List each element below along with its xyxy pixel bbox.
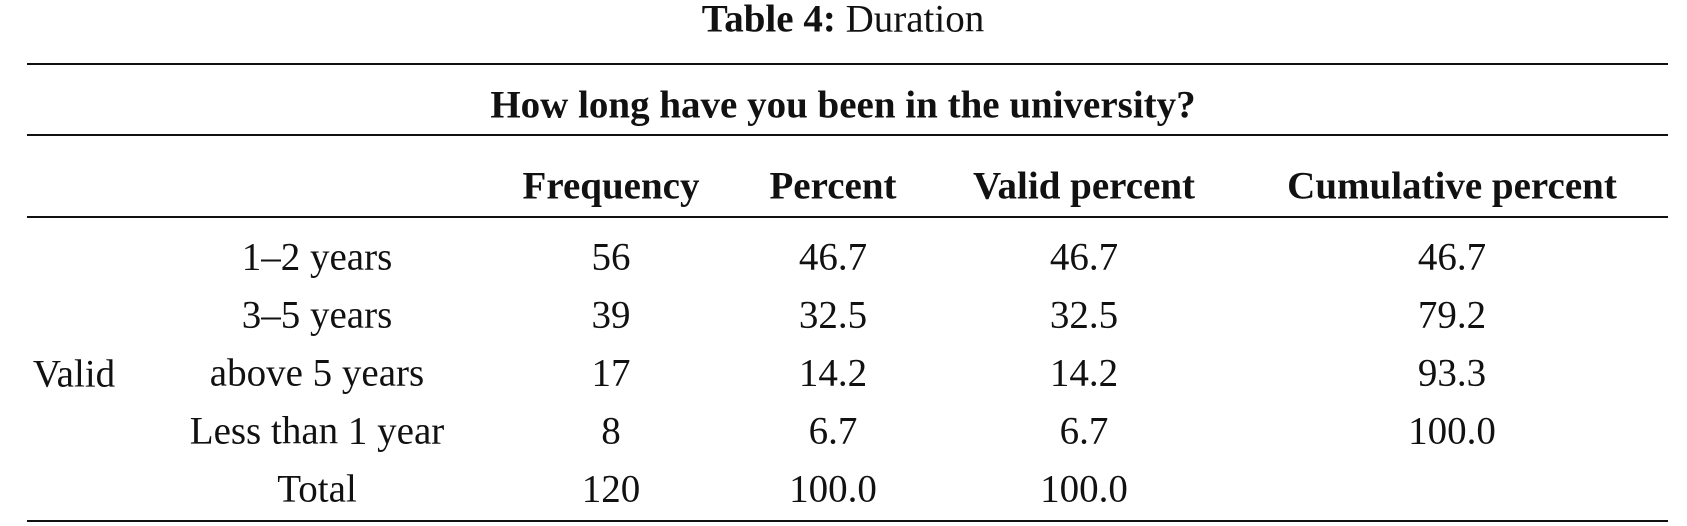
cell: 79.2 <box>1417 293 1487 337</box>
cell: 32.5 <box>798 293 868 337</box>
cell: 14.2 <box>798 351 868 395</box>
row-label: above 5 years <box>209 351 425 395</box>
caption: Table 4: Duration <box>702 0 984 39</box>
cell: 6.7 <box>1059 409 1109 453</box>
question: How long have you been in the university… <box>490 83 1196 127</box>
cell: 8 <box>601 409 621 453</box>
cell: 46.7 <box>1049 235 1119 279</box>
cell: 100.0 <box>1040 467 1128 511</box>
cell: 6.7 <box>808 409 858 453</box>
group-label: Valid <box>32 352 116 396</box>
cell: 120 <box>581 467 641 511</box>
cell: 46.7 <box>1417 235 1487 279</box>
column-header: Percent <box>769 164 897 208</box>
top-rule <box>27 63 1668 65</box>
caption-label: Table 4: <box>701 0 836 41</box>
cell: 56 <box>591 235 631 279</box>
header-rule <box>27 216 1668 218</box>
caption-text: Duration <box>845 0 985 41</box>
cell: 46.7 <box>798 235 868 279</box>
cell: 100.0 <box>1408 409 1496 453</box>
cell: 14.2 <box>1049 351 1119 395</box>
row-label: 3–5 years <box>241 293 393 337</box>
cell: 39 <box>591 293 631 337</box>
bottom-rule <box>27 520 1668 522</box>
column-header: Frequency <box>522 164 700 208</box>
column-header: Valid percent <box>972 164 1196 208</box>
column-header: Cumulative percent <box>1287 164 1617 208</box>
mid-rule <box>27 134 1668 136</box>
row-label: Less than 1 year <box>189 409 445 453</box>
row-label: Total <box>277 467 357 511</box>
cell: 17 <box>591 351 631 395</box>
cell: 32.5 <box>1049 293 1119 337</box>
cell: 100.0 <box>789 467 877 511</box>
cell: 93.3 <box>1417 351 1487 395</box>
row-label: 1–2 years <box>241 235 393 279</box>
